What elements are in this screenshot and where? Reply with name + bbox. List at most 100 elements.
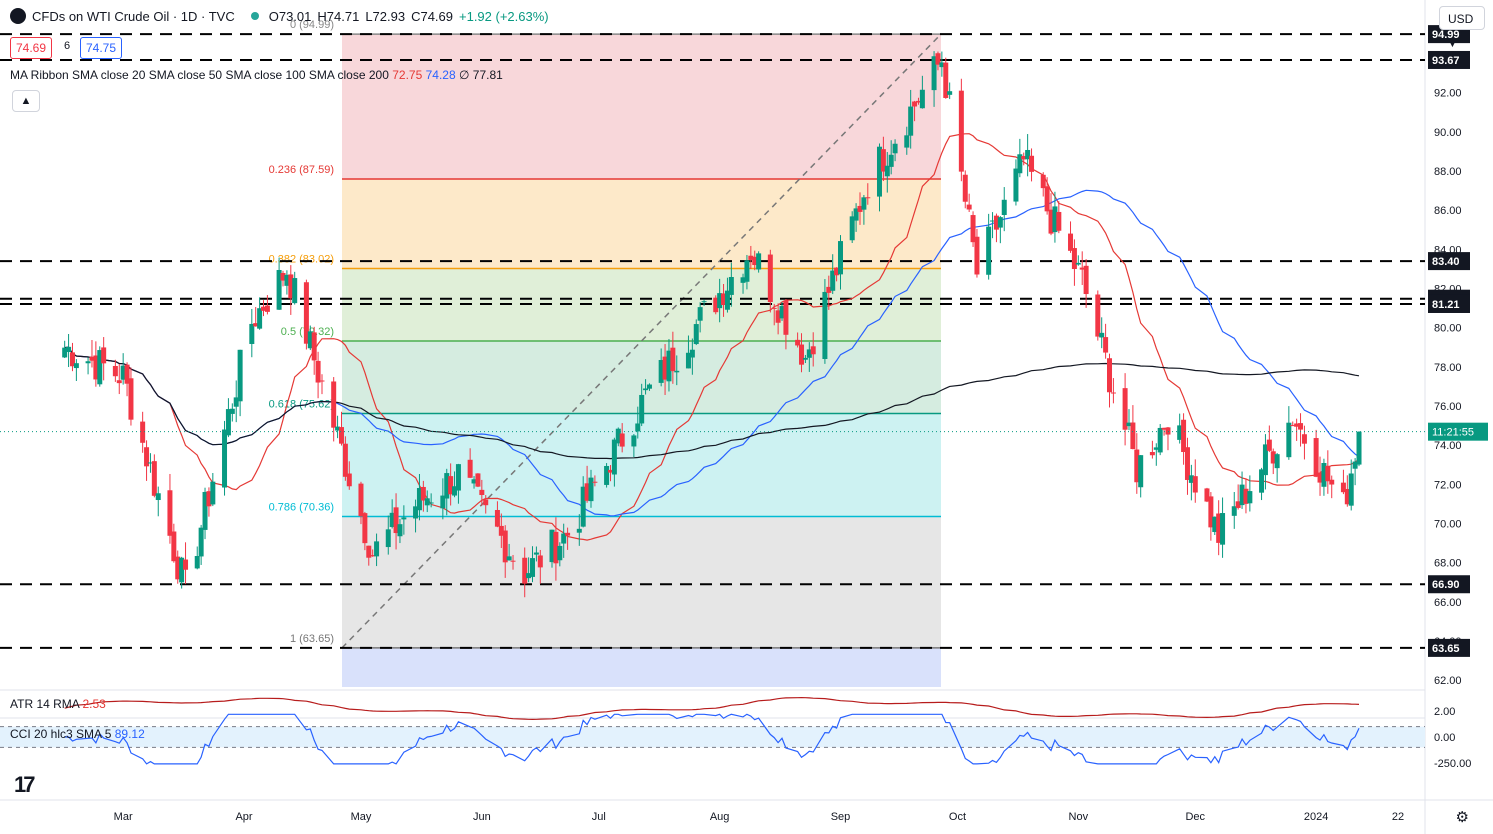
candle	[884, 152, 890, 193]
candle	[1056, 201, 1062, 234]
candle-body	[588, 477, 594, 502]
candle	[931, 51, 937, 107]
ma-ribbon-legend[interactable]: MA Ribbon SMA close 20 SMA close 50 SMA …	[10, 68, 503, 82]
candle-body	[155, 493, 161, 501]
candle	[810, 332, 816, 367]
bid-price-box[interactable]: 74.69	[10, 37, 53, 59]
candle-body	[744, 260, 750, 282]
candle-body	[904, 135, 910, 148]
candle	[253, 307, 259, 327]
x-tick-label: May	[351, 811, 372, 823]
candle-body	[826, 286, 832, 293]
candle-body	[366, 545, 372, 558]
candle-body	[549, 529, 555, 563]
symbol-title[interactable]: CFDs on WTI Crude Oil · 1D · TVC	[32, 8, 235, 24]
candle-body	[140, 421, 146, 443]
candle-body	[393, 507, 399, 534]
candle	[183, 542, 189, 585]
candle-body	[1262, 444, 1268, 476]
candle	[775, 303, 781, 335]
candle-body	[428, 502, 434, 504]
candle-body	[1110, 392, 1116, 394]
fib-level-label: 0.786 (70.36)	[269, 501, 334, 513]
cci-legend[interactable]: CCI 20 hlc3 SMA 5 89.12	[10, 727, 145, 741]
candle	[1040, 172, 1046, 197]
candle	[264, 295, 270, 315]
candle	[721, 283, 727, 317]
candle	[1013, 159, 1019, 206]
level-price-tag	[1428, 638, 1470, 657]
candle-body	[721, 293, 727, 305]
candle-body	[962, 174, 968, 202]
candle	[455, 463, 461, 504]
candle-body	[1243, 488, 1249, 504]
candle	[822, 279, 828, 364]
candle	[1286, 406, 1292, 460]
candle	[1247, 475, 1253, 512]
candle	[744, 254, 750, 290]
candle-body	[1134, 449, 1140, 483]
candle-body	[658, 359, 664, 383]
candle-body	[748, 255, 754, 260]
candle-body	[1313, 438, 1319, 477]
atr-legend[interactable]: ATR 14 RMA 2.53	[10, 697, 106, 711]
candle	[1317, 456, 1323, 496]
candle	[576, 514, 582, 546]
candle	[479, 479, 485, 506]
candle-body	[261, 306, 267, 311]
candle-body	[167, 490, 173, 536]
candle	[697, 302, 703, 333]
candle-body	[397, 524, 403, 537]
candle-body	[171, 531, 177, 562]
candle	[66, 334, 72, 368]
candle	[475, 473, 481, 488]
candle	[767, 249, 773, 313]
fib-level-label: 0 (94.99)	[290, 19, 334, 31]
candle-body	[611, 439, 617, 475]
tradingview-logo-icon[interactable]: 17	[14, 772, 36, 797]
candle	[284, 270, 290, 295]
candle	[1192, 459, 1198, 503]
candle	[970, 211, 976, 247]
currency-selector[interactable]: USD ▼	[1439, 6, 1485, 49]
candle-body	[362, 513, 368, 544]
candle	[147, 453, 153, 473]
candle	[607, 465, 613, 482]
candle	[1321, 458, 1327, 496]
fib-level-label: 1 (63.65)	[290, 633, 334, 645]
ohlc-close: C74.69	[411, 8, 453, 24]
candle-body	[198, 527, 204, 557]
candle	[385, 515, 391, 555]
x-tick-label: Aug	[710, 811, 730, 823]
chevron-down-icon: ▼	[1448, 39, 1457, 49]
candle-body	[1192, 476, 1198, 493]
candle	[806, 342, 812, 372]
candle	[303, 279, 309, 350]
candle-body	[1266, 439, 1272, 451]
candle-body	[288, 274, 294, 299]
candle	[1313, 429, 1319, 478]
candle	[1177, 413, 1183, 444]
candle-body	[370, 555, 376, 557]
candle	[370, 549, 376, 557]
candle-body	[1017, 154, 1023, 174]
candle-body	[292, 278, 298, 304]
ask-price-box[interactable]: 74.75	[80, 37, 123, 59]
symbol-logo-icon	[10, 8, 26, 24]
y-tick-label: 88.00	[1434, 166, 1462, 178]
candle-body	[915, 100, 921, 103]
cci-tick-label: -250.00	[1434, 758, 1471, 770]
collapse-legend-button[interactable]: ▲	[12, 90, 40, 112]
candle	[724, 277, 730, 313]
candle-body	[635, 423, 641, 432]
candle-body	[1157, 427, 1163, 453]
candle-body	[779, 306, 785, 319]
candle-body	[471, 479, 477, 484]
candle-body	[1212, 516, 1218, 533]
candle-body	[194, 556, 200, 569]
gear-icon[interactable]: ⚙	[1455, 809, 1469, 826]
candle-body	[997, 217, 1003, 228]
candle-body	[448, 476, 454, 495]
level-price-tag	[1428, 50, 1470, 69]
